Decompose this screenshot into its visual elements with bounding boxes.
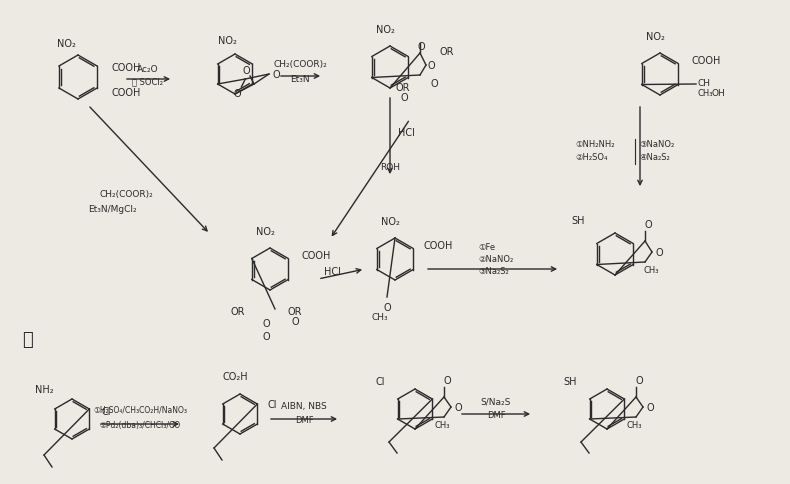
Text: O: O: [427, 61, 435, 71]
Text: CH₂(COOR)₂: CH₂(COOR)₂: [273, 60, 327, 69]
Text: HCl: HCl: [398, 128, 415, 138]
Text: COOH: COOH: [692, 56, 721, 66]
Text: CH₃: CH₃: [697, 88, 713, 97]
Text: 或 SOCl₂: 或 SOCl₂: [133, 77, 164, 86]
Text: CO₂H: CO₂H: [222, 371, 248, 381]
Text: ②NaNO₂: ②NaNO₂: [478, 255, 514, 264]
Text: NO₂: NO₂: [255, 227, 274, 237]
Text: O: O: [273, 70, 280, 80]
Text: COOH: COOH: [112, 88, 141, 98]
Text: O: O: [383, 302, 391, 312]
Text: NO₂: NO₂: [381, 216, 400, 227]
Text: O: O: [401, 93, 408, 103]
Text: CH₃: CH₃: [626, 421, 641, 430]
Text: Cl: Cl: [102, 406, 111, 416]
Text: OR: OR: [231, 306, 245, 317]
Text: NO₂: NO₂: [57, 39, 75, 49]
Text: Cl: Cl: [375, 376, 385, 386]
Text: CH₂(COOR)₂: CH₂(COOR)₂: [100, 190, 154, 199]
Text: S/Na₂S: S/Na₂S: [481, 397, 511, 406]
Text: COOH: COOH: [302, 251, 331, 260]
Text: O: O: [431, 79, 438, 89]
Text: ①H₂SO₄/CH₃CO₂H/NaNO₃: ①H₂SO₄/CH₃CO₂H/NaNO₃: [93, 405, 187, 414]
Text: Ac₂O: Ac₂O: [137, 64, 159, 74]
Text: SH: SH: [563, 376, 577, 386]
Text: O: O: [243, 66, 250, 76]
Text: NH₂: NH₂: [35, 384, 53, 394]
Text: ④Na₂S₂: ④Na₂S₂: [639, 153, 670, 162]
Text: NO₂: NO₂: [375, 25, 394, 35]
Text: O: O: [655, 247, 663, 257]
Text: O: O: [417, 42, 425, 52]
Text: CH₃: CH₃: [371, 313, 389, 322]
Text: CH₃: CH₃: [643, 266, 659, 275]
Text: SH: SH: [571, 215, 585, 226]
Text: Cl: Cl: [268, 399, 277, 409]
Text: ②H₂SO₄: ②H₂SO₄: [575, 153, 608, 162]
Text: CH₃: CH₃: [435, 421, 450, 430]
Text: 或: 或: [22, 330, 32, 348]
Text: NO₂: NO₂: [645, 32, 664, 42]
Text: COOH: COOH: [112, 63, 141, 73]
Text: ①Fe: ①Fe: [478, 243, 495, 252]
Text: OR: OR: [288, 306, 303, 317]
Text: COOH: COOH: [423, 241, 453, 251]
Text: Et₃N: Et₃N: [290, 75, 310, 83]
Text: Et₃N/MgCl₂: Et₃N/MgCl₂: [88, 205, 137, 214]
Text: OR: OR: [396, 83, 410, 93]
Text: ROH: ROH: [380, 163, 400, 172]
Text: O: O: [262, 318, 270, 328]
Text: O: O: [262, 332, 270, 341]
Text: O: O: [292, 317, 299, 326]
Text: AIBN, NBS: AIBN, NBS: [281, 402, 327, 410]
Text: O: O: [644, 220, 652, 229]
Text: DMF: DMF: [487, 410, 506, 420]
Text: NO₂: NO₂: [217, 36, 236, 46]
Text: O: O: [234, 89, 241, 99]
Text: OH: OH: [712, 88, 726, 97]
Text: DMF: DMF: [295, 416, 314, 424]
Text: OR: OR: [440, 47, 454, 57]
Text: HCl: HCl: [324, 267, 340, 276]
Text: ③NaNO₂: ③NaNO₂: [639, 140, 674, 149]
Text: ③Na₂S₂: ③Na₂S₂: [478, 267, 509, 276]
Text: O: O: [443, 375, 451, 385]
Text: O: O: [635, 375, 643, 385]
Text: O: O: [646, 402, 654, 412]
Text: ②Pd₂(dba)₃/CHCl₃/CO: ②Pd₂(dba)₃/CHCl₃/CO: [100, 421, 181, 430]
Text: O: O: [454, 402, 462, 412]
Text: ①NH₂NH₂: ①NH₂NH₂: [575, 140, 615, 149]
Text: CH: CH: [697, 78, 710, 87]
